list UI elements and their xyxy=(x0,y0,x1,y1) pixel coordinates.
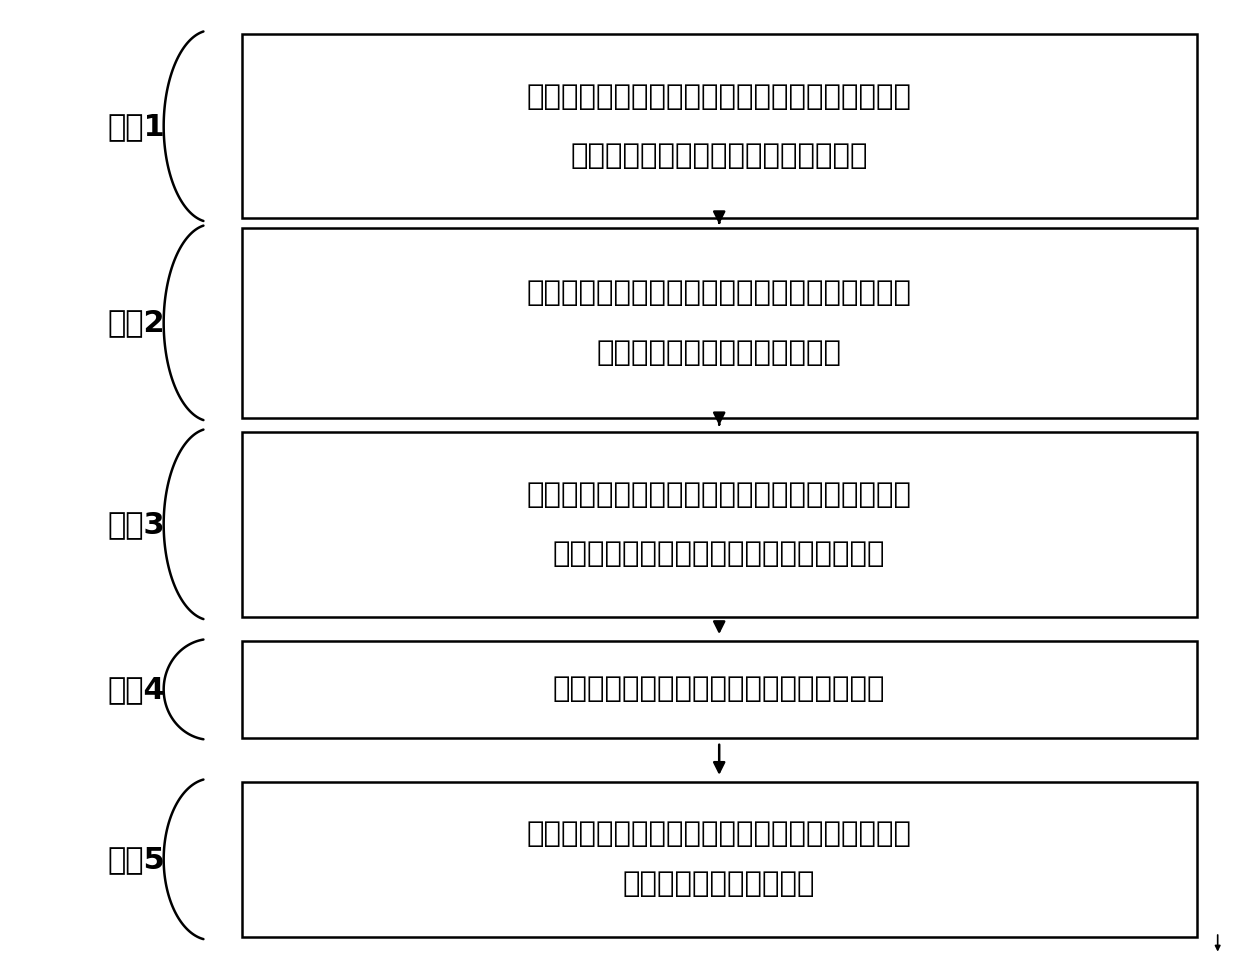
Text: 界条件，并根据目标状态确定终端边界条件: 界条件，并根据目标状态确定终端边界条件 xyxy=(553,540,885,568)
Bar xyxy=(242,34,1197,218)
Text: 构建机器人的运动方程、状态变量与控制变量的约: 构建机器人的运动方程、状态变量与控制变量的约 xyxy=(527,83,911,111)
Bar xyxy=(242,641,1197,738)
Text: 步骤5: 步骤5 xyxy=(108,845,165,874)
Text: 步骤1: 步骤1 xyxy=(108,112,165,141)
Text: 步骤3: 步骤3 xyxy=(108,510,165,539)
Text: 束描述机器人与障碍的避障条件: 束描述机器人与障碍的避障条件 xyxy=(596,339,842,367)
Text: 建立以能量消耗最小为指标的最优控制问题: 建立以能量消耗最小为指标的最优控制问题 xyxy=(553,676,885,703)
Text: 根据机器人的当前状态确定轨迹规划问题的初始边: 根据机器人的当前状态确定轨迹规划问题的初始边 xyxy=(527,481,911,509)
Text: 根据机器人作业环境中的障碍信息，利用不等式约: 根据机器人作业环境中的障碍信息，利用不等式约 xyxy=(527,279,911,307)
Bar xyxy=(242,782,1197,937)
Bar xyxy=(242,228,1197,418)
Text: 束条件，并用特征圆描述机器人的轮廓: 束条件，并用特征圆描述机器人的轮廓 xyxy=(570,142,868,170)
Text: 最优控制问题的迭代求解: 最优控制问题的迭代求解 xyxy=(622,870,816,898)
Text: 步骤2: 步骤2 xyxy=(108,309,165,337)
Text: 利用障碍同伦策略构建一系列子问题，实现对原始: 利用障碍同伦策略构建一系列子问题，实现对原始 xyxy=(527,820,911,849)
Text: 步骤4: 步骤4 xyxy=(108,675,165,704)
Bar xyxy=(242,432,1197,617)
